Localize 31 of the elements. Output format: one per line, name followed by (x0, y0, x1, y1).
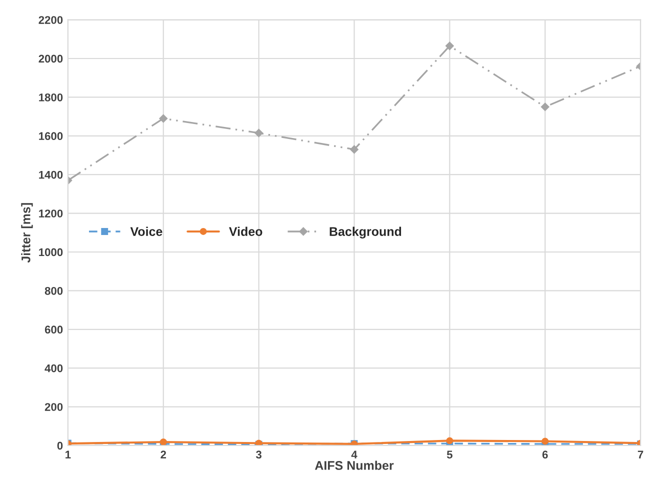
point (350, 145, 358, 154)
point (446, 437, 454, 444)
y-tick-label: 1200 (39, 210, 63, 218)
y-tick-label: 2000 (38, 54, 63, 63)
x-tick-label: 7 (638, 450, 644, 458)
y-axis-title: Jitter [ms] (21, 203, 33, 263)
point (159, 114, 168, 123)
point (542, 438, 549, 445)
x-tick-label: 1 (66, 450, 71, 458)
legend-label: Background (330, 226, 402, 239)
x-tick-label: 2 (160, 450, 166, 458)
legend-label: Voice (130, 226, 162, 236)
point (446, 42, 454, 50)
y-tick-label: 1600 (39, 132, 63, 140)
y-tick-label: 400 (44, 364, 63, 372)
x-tick-label: 6 (542, 450, 548, 459)
y-tick-label: 2200 (38, 16, 63, 24)
x-tick-label: 3 (256, 450, 262, 459)
x-axis-title: AIFS Number (314, 460, 394, 470)
legend-label: Video (228, 226, 262, 236)
y-tick-label: 1800 (39, 93, 63, 102)
y-tick-label: 800 (44, 286, 63, 295)
y-tick-label: 0 (57, 442, 63, 450)
y-tick-label: 600 (44, 326, 63, 334)
x-tick-label: 4 (351, 450, 358, 458)
x-tick-label: 5 (446, 450, 452, 459)
y-tick-label: 1000 (39, 248, 63, 256)
y-tick-label: 1400 (39, 170, 63, 179)
y-tick-label: 200 (44, 403, 63, 411)
point (540, 102, 550, 112)
point (254, 128, 263, 138)
